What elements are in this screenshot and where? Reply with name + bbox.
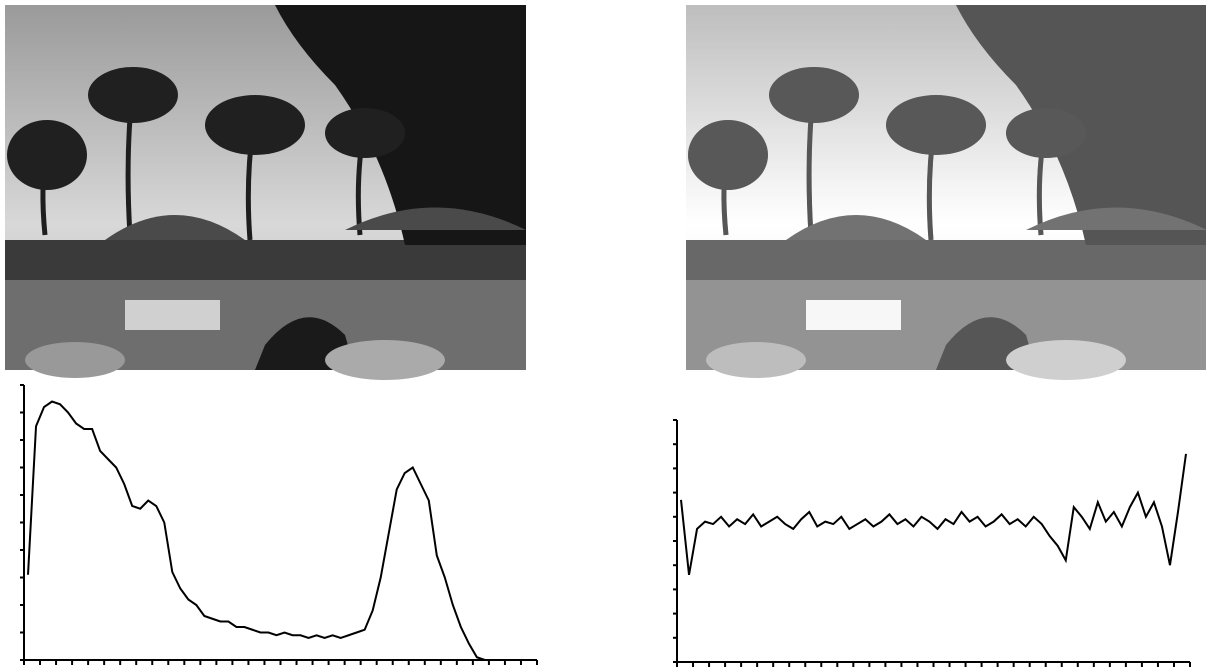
equalized-photo — [686, 5, 1206, 380]
histogram-line — [680, 453, 1187, 576]
original-photo — [5, 5, 526, 380]
histogram-line — [27, 400, 533, 661]
